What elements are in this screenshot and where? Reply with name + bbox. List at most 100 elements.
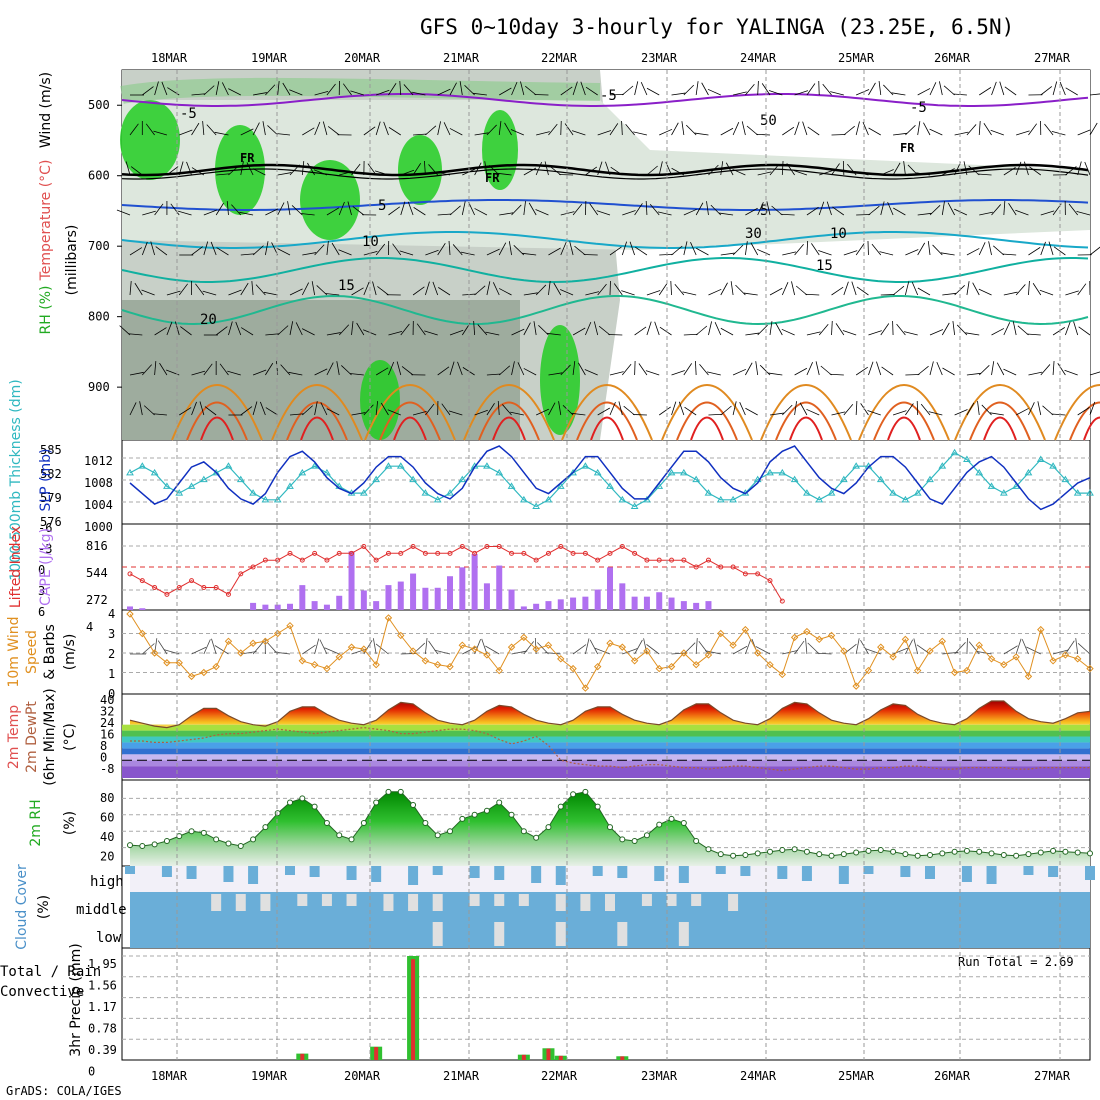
contour-30 <box>775 401 837 441</box>
cloud-high-cell <box>223 866 234 882</box>
wind-barb <box>486 281 491 296</box>
wind-barb <box>720 282 728 296</box>
li-tick-label: 6 <box>38 605 45 619</box>
wind-barb <box>517 362 525 376</box>
rh2m-marker <box>1025 851 1032 858</box>
thickness-marker <box>692 475 701 483</box>
wind-barb <box>452 244 463 256</box>
cloud-mid-gap <box>580 894 591 911</box>
wind-barb <box>831 163 840 176</box>
cloud-mid-gap <box>432 894 443 911</box>
rh2m-marker <box>533 834 540 841</box>
contour-5 <box>121 199 1089 211</box>
slp-ylabel-slp: SLP (mb) <box>38 448 54 511</box>
wind-barb <box>707 88 721 96</box>
wind-barb <box>966 372 981 376</box>
wind-barb <box>1028 402 1035 416</box>
rh2m-marker <box>213 836 220 843</box>
lifted-index-marker <box>349 550 355 556</box>
thickness-marker <box>975 468 984 476</box>
cloud-high-cell <box>863 866 874 874</box>
wind-barb <box>819 170 833 176</box>
wind10m-marker <box>409 647 417 655</box>
slp-thickness-layer <box>122 445 1094 511</box>
cape-bar <box>557 599 564 610</box>
wind-barb <box>525 85 537 96</box>
wind-barb <box>917 287 931 296</box>
wind-barb <box>806 240 809 256</box>
wind-barb <box>231 204 242 216</box>
wind-barb <box>252 369 267 376</box>
thickness-marker <box>199 475 208 483</box>
lifted-index-line <box>129 545 783 602</box>
wind10m-marker <box>606 639 614 647</box>
wind-barb <box>903 161 906 176</box>
wind-tick-label: 3 <box>108 627 115 641</box>
wind-barb <box>856 286 869 296</box>
footer-credit: GrADS: COLA/IGES <box>6 1084 122 1098</box>
wind10m-marker <box>520 633 528 642</box>
thickness-marker <box>901 495 910 503</box>
rh2m-marker <box>902 851 909 858</box>
wind-barb <box>251 281 254 296</box>
wind-barb <box>1003 291 1018 296</box>
precip-convective-bar <box>300 1053 305 1060</box>
wind-barb <box>881 366 894 376</box>
cloud-mid-gap <box>555 894 566 911</box>
rh2m-marker <box>225 840 232 847</box>
lifted-index-marker <box>545 550 551 556</box>
wind-barb <box>979 87 992 96</box>
rh2m-marker <box>742 851 749 858</box>
wind-barb <box>125 161 131 176</box>
contour-35 <box>300 416 334 441</box>
lifted-index-marker <box>755 571 761 577</box>
wind10m-layer <box>122 610 1094 692</box>
lifted-index-marker <box>324 557 330 563</box>
wind-barb <box>634 326 647 336</box>
lifted-index-marker <box>250 564 256 570</box>
cape-bar <box>533 603 540 610</box>
wind-barb <box>794 401 797 416</box>
wind-barb <box>940 252 955 256</box>
rh2m-marker <box>853 849 860 856</box>
wind-barb <box>351 287 364 296</box>
rh2m-marker <box>410 801 417 808</box>
temp-tick-label: -8 <box>100 762 114 776</box>
cape-bar <box>594 589 601 610</box>
wind10m-marker <box>667 662 676 671</box>
lifted-index-marker <box>656 557 662 563</box>
wind10m-barb <box>954 642 966 655</box>
wind-barb <box>128 333 143 336</box>
wind10m-marker <box>950 668 959 677</box>
wind-barb <box>425 249 439 256</box>
thickness-marker <box>556 482 565 489</box>
wind-barb <box>815 361 820 376</box>
wind-barb <box>336 361 340 376</box>
wind10m-barb <box>523 641 535 655</box>
wind-barb <box>572 327 586 336</box>
wind-barb <box>988 241 992 256</box>
wind-barb <box>488 164 500 176</box>
rh2m-marker <box>754 850 761 857</box>
wind-barb <box>741 121 746 136</box>
wind-barb <box>893 207 906 216</box>
wind-barb <box>449 361 455 376</box>
precip-tick-label: 0.78 <box>88 1022 117 1036</box>
wind-barb <box>880 201 885 216</box>
wind-barb <box>745 332 760 336</box>
wind-barb <box>634 203 643 216</box>
wind-barb <box>835 323 845 336</box>
wind-barb <box>326 332 341 336</box>
wind-barb <box>560 86 573 96</box>
wind-barb <box>289 164 300 176</box>
wind-barb <box>732 91 747 96</box>
wind-barb <box>179 407 192 416</box>
wind-barb <box>341 365 352 376</box>
wind-barb <box>880 169 894 176</box>
wind-barb <box>659 253 674 256</box>
wind-barb <box>739 402 746 416</box>
wind-barb <box>683 84 695 96</box>
wind10m-marker <box>778 670 787 679</box>
wind-barb <box>502 404 512 416</box>
upper-ylabel-mb: (millibars) <box>64 225 80 296</box>
